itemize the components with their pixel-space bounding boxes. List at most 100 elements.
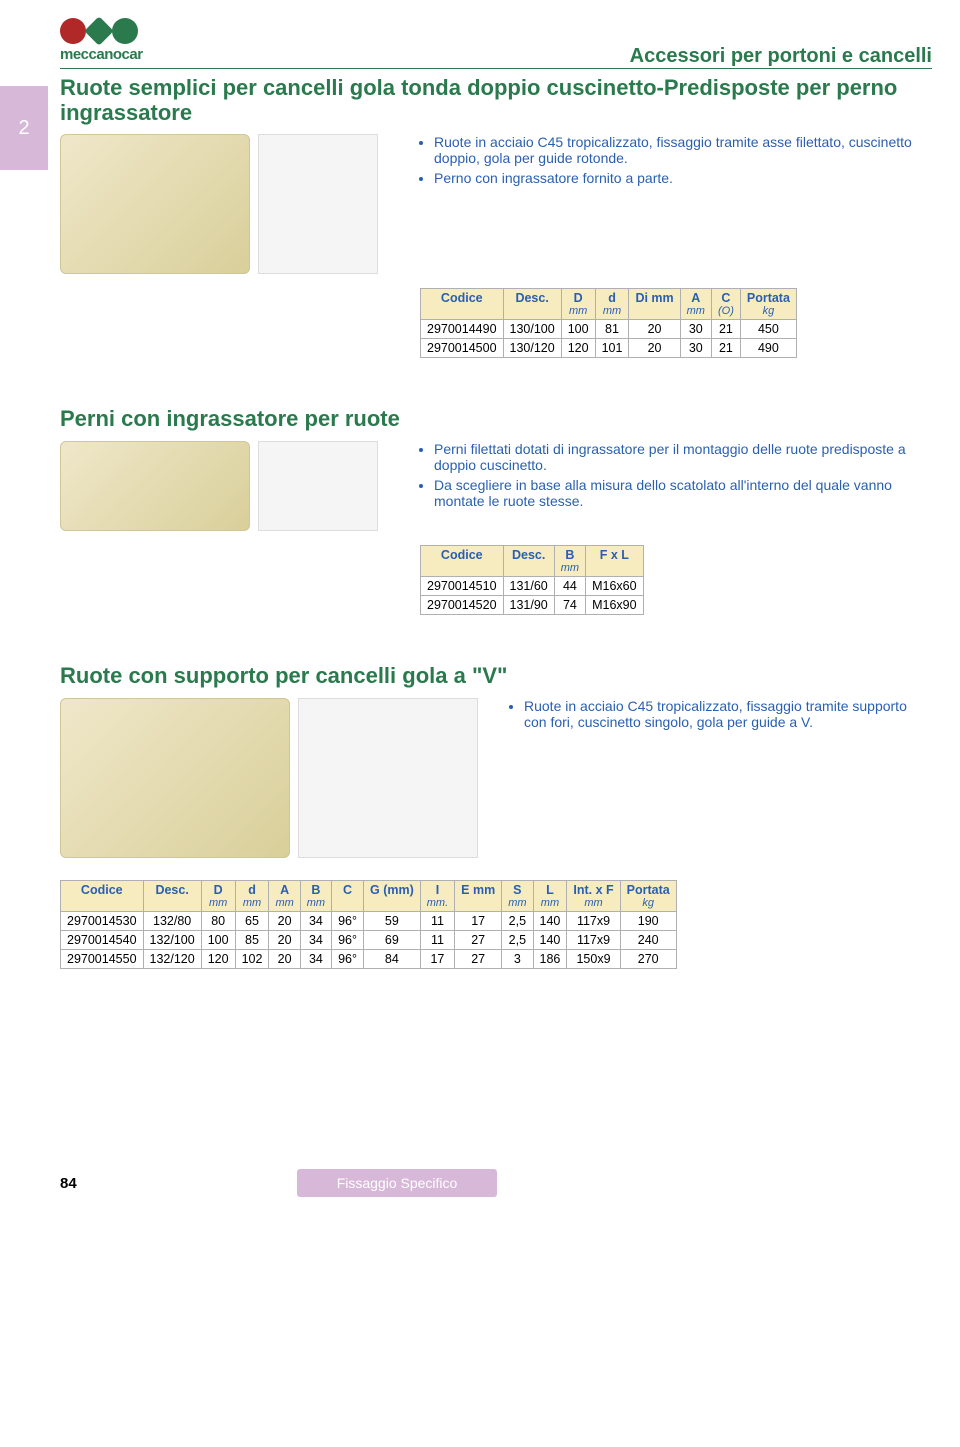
table-cell: 130/100 <box>503 319 561 338</box>
table-cell: 85 <box>235 931 269 950</box>
section1-table: CodiceDesc.DmmdmmDi mmAmmC(O)Portatakg29… <box>420 288 797 358</box>
bracket-photo <box>60 698 290 858</box>
table-cell: 2970014510 <box>421 576 504 595</box>
table-cell: 2970014500 <box>421 338 504 357</box>
table-cell: 101 <box>595 338 629 357</box>
col-header: F x L <box>586 545 643 576</box>
footer-label: Fissaggio Specifico <box>297 1169 498 1197</box>
col-header: Desc. <box>143 881 201 912</box>
table-cell: 20 <box>269 931 300 950</box>
logo-dot-green <box>84 16 113 45</box>
col-header: Dmm <box>201 881 235 912</box>
bullet-item: Perno con ingrassatore fornito a parte. <box>434 170 932 186</box>
section2-table: CodiceDesc.BmmF x L2970014510131/6044M16… <box>420 545 644 615</box>
col-header: Dmm <box>561 288 595 319</box>
page-header: meccanocar Accessori per portoni e cance… <box>60 18 932 69</box>
table-cell: 120 <box>201 950 235 969</box>
table-cell: 132/120 <box>143 950 201 969</box>
col-header: Imm. <box>420 881 454 912</box>
table-cell: 150x9 <box>567 950 620 969</box>
col-header: Portatakg <box>740 288 796 319</box>
col-header: Lmm <box>533 881 567 912</box>
table-cell: 30 <box>680 319 711 338</box>
table-cell: 117x9 <box>567 931 620 950</box>
col-header: Desc. <box>503 288 561 319</box>
logo-dot-red <box>60 18 86 44</box>
wheel-photo <box>60 134 250 274</box>
table-cell: 190 <box>620 912 676 931</box>
col-header: Amm <box>269 881 300 912</box>
bracket-diagram <box>298 698 478 858</box>
col-header: Amm <box>680 288 711 319</box>
table-cell: 2970014490 <box>421 319 504 338</box>
section3-bullets: Ruote in acciaio C45 tropicalizzato, fis… <box>506 698 932 858</box>
col-header: dmm <box>595 288 629 319</box>
table-cell: 240 <box>620 931 676 950</box>
table-cell: 74 <box>554 595 585 614</box>
table-row: 2970014550132/120120102203496°8417273186… <box>61 950 677 969</box>
wheel-diagram <box>258 134 378 274</box>
col-header: Bmm <box>300 881 331 912</box>
table-cell: 2,5 <box>502 912 533 931</box>
table-cell: 34 <box>300 950 331 969</box>
table-cell: 11 <box>420 931 454 950</box>
table-cell: 17 <box>455 912 502 931</box>
table-cell: 20 <box>629 338 680 357</box>
table-cell: 2970014550 <box>61 950 144 969</box>
table-cell: 20 <box>269 912 300 931</box>
table-cell: 186 <box>533 950 567 969</box>
page-number: 84 <box>60 1175 77 1192</box>
table-cell: 20 <box>629 319 680 338</box>
table-cell: 11 <box>420 912 454 931</box>
page-category: Accessori per portoni e cancelli <box>630 45 932 68</box>
table-cell: 2970014530 <box>61 912 144 931</box>
table-cell: 34 <box>300 931 331 950</box>
col-header: Bmm <box>554 545 585 576</box>
table-cell: 130/120 <box>503 338 561 357</box>
table-cell: 2970014540 <box>61 931 144 950</box>
col-header: G (mm) <box>364 881 421 912</box>
bullet-item: Perni filettati dotati di ingrassatore p… <box>434 441 932 473</box>
table-cell: 44 <box>554 576 585 595</box>
table-cell: 140 <box>533 912 567 931</box>
col-header: dmm <box>235 881 269 912</box>
table-cell: 131/90 <box>503 595 554 614</box>
table-row: 2970014500130/120120101203021490 <box>421 338 797 357</box>
table-cell: 27 <box>455 950 502 969</box>
table-row: 2970014520131/9074M16x90 <box>421 595 644 614</box>
table-row: 2970014510131/6044M16x60 <box>421 576 644 595</box>
table-cell: 96° <box>332 931 364 950</box>
table-cell: 2,5 <box>502 931 533 950</box>
col-header: E mm <box>455 881 502 912</box>
table-cell: 81 <box>595 319 629 338</box>
table-cell: 270 <box>620 950 676 969</box>
table-cell: 102 <box>235 950 269 969</box>
section3-table: CodiceDesc.DmmdmmAmmBmmCG (mm)Imm.E mmSm… <box>60 880 677 969</box>
table-cell: 21 <box>711 338 740 357</box>
section3-images <box>60 698 490 858</box>
side-tab: 2 <box>0 86 48 170</box>
section1-bullets: Ruote in acciaio C45 tropicalizzato, fis… <box>416 134 932 274</box>
table-cell: 100 <box>201 931 235 950</box>
side-tab-number: 2 <box>18 117 29 140</box>
table-row: 2970014540132/10010085203496°6911272,514… <box>61 931 677 950</box>
table-cell: 17 <box>420 950 454 969</box>
table-cell: 450 <box>740 319 796 338</box>
pin-diagram <box>258 441 378 531</box>
table-cell: 80 <box>201 912 235 931</box>
table-cell: 84 <box>364 950 421 969</box>
bullet-item: Ruote in acciaio C45 tropicalizzato, fis… <box>434 134 932 166</box>
table-cell: 132/80 <box>143 912 201 931</box>
table-cell: 132/100 <box>143 931 201 950</box>
table-cell: M16x90 <box>586 595 643 614</box>
table-cell: 131/60 <box>503 576 554 595</box>
col-header: Smm <box>502 881 533 912</box>
col-header: Codice <box>61 881 144 912</box>
section3-title: Ruote con supporto per cancelli gola a "… <box>60 663 932 688</box>
col-header: C <box>332 881 364 912</box>
brand-name: meccanocar <box>60 46 180 63</box>
col-header: Codice <box>421 288 504 319</box>
col-header: Desc. <box>503 545 554 576</box>
table-cell: 490 <box>740 338 796 357</box>
section2-bullets: Perni filettati dotati di ingrassatore p… <box>416 441 932 531</box>
